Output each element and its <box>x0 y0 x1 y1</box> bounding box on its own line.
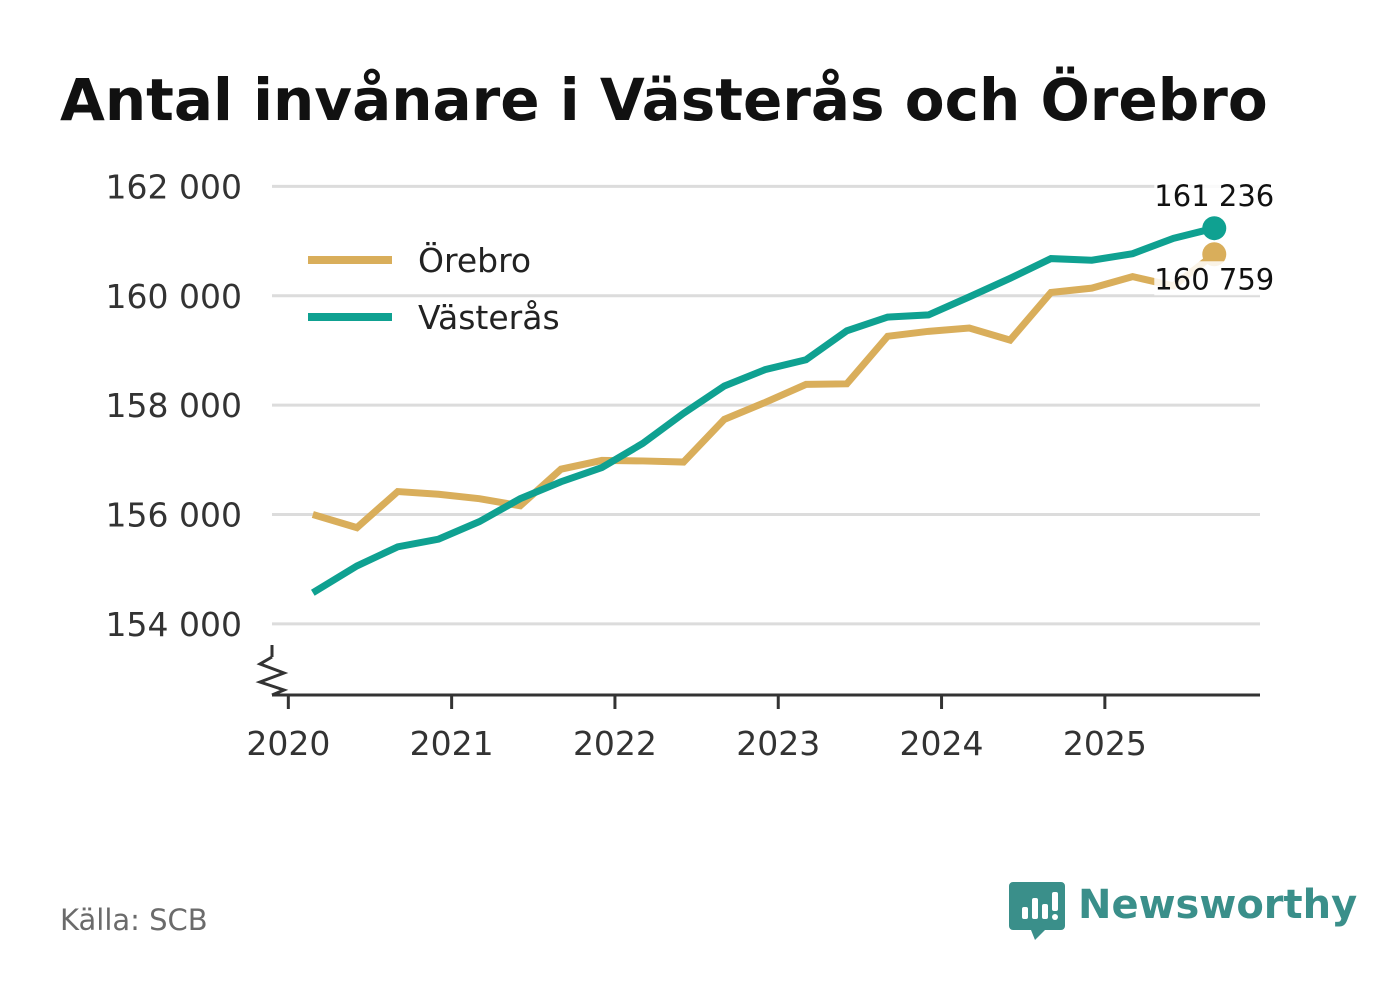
end-labels: 161 236 160 759 <box>1154 178 1275 296</box>
legend: Örebro Västerås <box>308 240 560 337</box>
y-tick-label: 156 000 <box>106 496 242 535</box>
x-tick-label: 2023 <box>736 724 820 763</box>
end-label-bg <box>1154 261 1275 296</box>
gridlines: 154 000 156 000 158 000 160 000 162 000 <box>106 167 1260 644</box>
end-point-vasteras <box>1202 216 1227 241</box>
end-label: 160 759 <box>1154 262 1274 296</box>
newsworthy-logo-icon <box>1009 882 1065 940</box>
axis-break-icon <box>255 655 289 697</box>
chart-title: Antal invånare i Västerås och Örebro <box>60 65 1268 134</box>
series-line-orebro <box>311 251 1217 532</box>
x-tick-label: 2021 <box>410 724 494 763</box>
source-note: Källa: SCB <box>60 903 208 937</box>
end-label: 161 236 <box>1154 179 1274 213</box>
x-tick-label: 2020 <box>246 724 330 763</box>
legend-label-vasteras: Västerås <box>418 298 560 337</box>
x-tick-label: 2024 <box>900 724 984 763</box>
axes: 2020 2021 2022 2023 2024 2025 <box>246 645 1260 763</box>
y-tick-label: 154 000 <box>106 605 242 644</box>
x-tick-label: 2022 <box>573 724 657 763</box>
brand-name: Newsworthy <box>1078 882 1357 928</box>
end-point-orebro <box>1202 242 1227 267</box>
y-tick-label: 158 000 <box>106 386 242 425</box>
y-tick-label: 162 000 <box>106 167 242 206</box>
y-tick-label: 160 000 <box>106 277 242 316</box>
end-label-bg <box>1154 178 1275 213</box>
series-lines <box>311 216 1227 596</box>
legend-label-orebro: Örebro <box>418 240 531 280</box>
series-line-vasteras <box>311 224 1216 596</box>
x-tick-label: 2025 <box>1063 724 1147 763</box>
brand-logo: Newsworthy <box>1009 882 1357 940</box>
